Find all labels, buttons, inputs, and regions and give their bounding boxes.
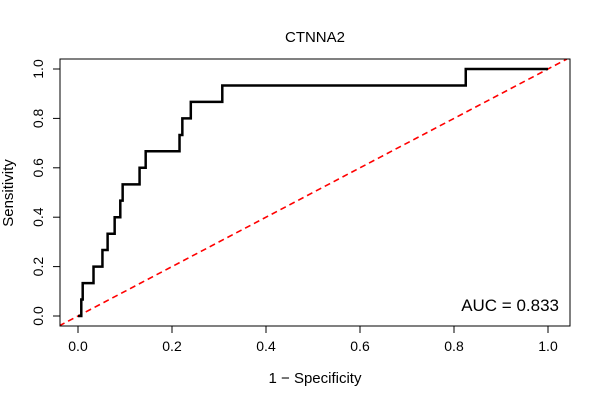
y-tick-label: 1.0 [30, 59, 46, 79]
y-tick-label: 0.4 [30, 207, 46, 227]
chart-title: CTNNA2 [285, 29, 345, 46]
x-tick-label: 0.0 [68, 338, 88, 354]
x-tick-label: 0.6 [350, 338, 370, 354]
plot-frame [59, 58, 571, 327]
x-tick-label: 0.8 [444, 338, 464, 354]
y-axis-title: Sensitivity [0, 159, 17, 227]
y-tick-label: 0.8 [30, 108, 46, 128]
y-tick-label: 0.6 [30, 158, 46, 178]
axes-layer: 0.0 0.2 0.4 0.6 0.8 1.0 0.0 0.2 0.4 0.6 0.8 1.0 [30, 59, 558, 354]
x-axis-title: 1 − Specificity [269, 370, 362, 387]
x-tick-label: 0.2 [162, 338, 182, 354]
y-tick-label: 0.0 [30, 306, 46, 326]
x-tick-label: 0.4 [256, 338, 276, 354]
reference-diagonal-line [60, 59, 568, 326]
auc-annotation: AUC = 0.833 [461, 296, 559, 315]
roc-curve-line [78, 67, 548, 318]
series-layer [60, 59, 568, 326]
y-tick-label: 0.2 [30, 257, 46, 277]
x-tick-label: 1.0 [538, 338, 558, 354]
